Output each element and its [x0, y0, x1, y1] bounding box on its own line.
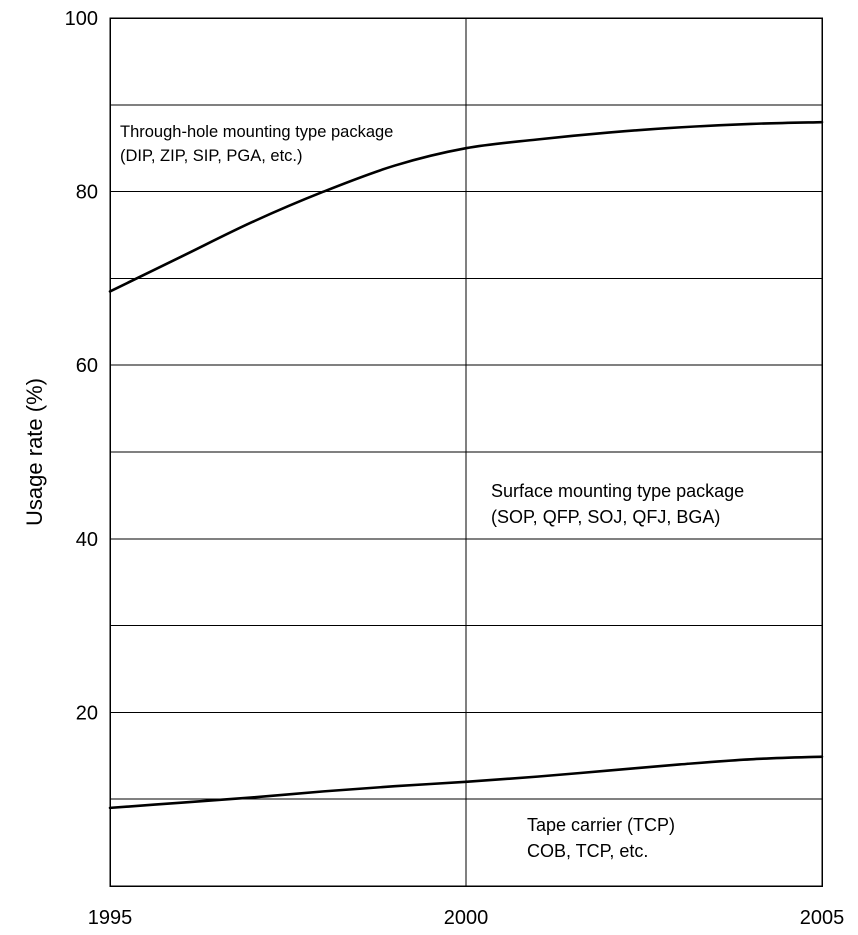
tape-carrier-annotation-line-1: Tape carrier (TCP) — [527, 815, 675, 835]
plot-frame — [109, 17, 823, 887]
y-tick-label-100: 100 — [65, 8, 98, 30]
surface-mount-annotation-line-2: (SOP, QFP, SOJ, QFJ, BGA) — [491, 507, 720, 527]
through-hole-annotation-line-2: (DIP, ZIP, SIP, PGA, etc.) — [120, 147, 303, 165]
x-tick-label-2000: 2000 — [444, 907, 489, 929]
grid-lines — [110, 18, 822, 886]
y-tick-label-40: 40 — [76, 529, 98, 551]
y-tick-label-60: 60 — [76, 355, 98, 377]
through-hole-annotation: Through-hole mounting type package (DIP,… — [120, 123, 398, 165]
series-lines — [108, 120, 824, 810]
surface-mount-annotation: Surface mounting type package (SOP, QFP,… — [491, 481, 749, 527]
tape-carrier-annotation: Tape carrier (TCP) COB, TCP, etc. — [527, 815, 680, 861]
surface-mount-annotation-line-1: Surface mounting type package — [491, 481, 744, 501]
y-tick-label-80: 80 — [76, 182, 98, 204]
through-hole-annotation-line-1: Through-hole mounting type package — [120, 123, 393, 141]
annotations: Through-hole mounting type package (DIP,… — [120, 123, 749, 861]
y-tick-label-20: 20 — [76, 702, 98, 724]
x-tick-label-2005: 2005 — [800, 907, 845, 929]
boundary-line-lower — [108, 755, 824, 810]
boundary-line-upper — [108, 120, 824, 293]
tape-carrier-annotation-line-2: COB, TCP, etc. — [527, 841, 648, 861]
x-tick-labels: 1995 2000 2005 — [88, 907, 845, 929]
x-tick-label-1995: 1995 — [88, 907, 133, 929]
y-axis-title: Usage rate (%) — [22, 378, 47, 526]
y-tick-labels: 20 40 60 80 100 — [65, 8, 98, 724]
